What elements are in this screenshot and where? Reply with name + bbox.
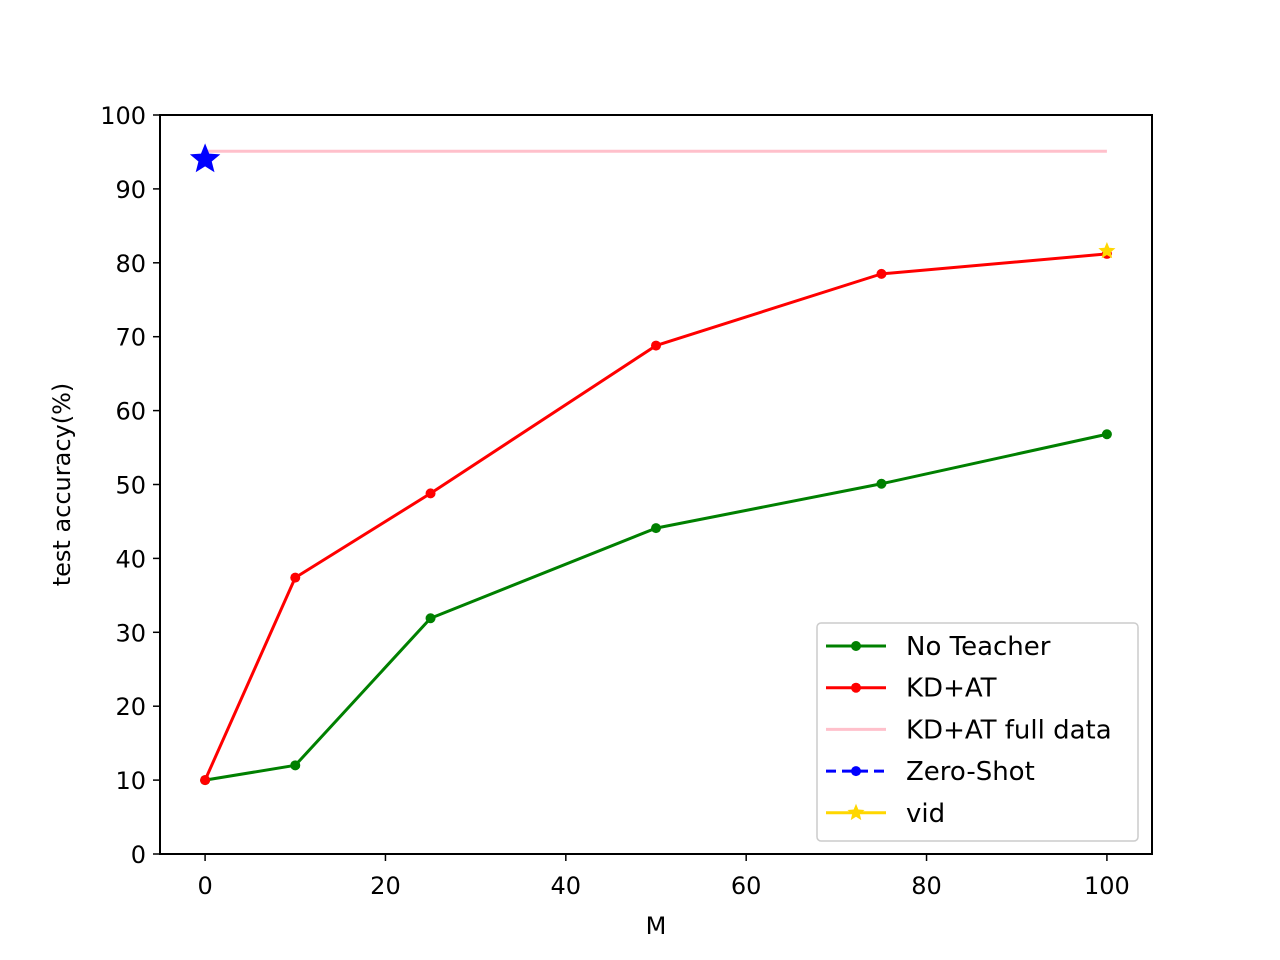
- data-point-kd-at: [290, 572, 301, 583]
- x-tick-label: 80: [911, 872, 942, 900]
- y-tick-label: 0: [131, 841, 146, 869]
- data-point-zero-shot: [189, 143, 221, 173]
- data-point-no-teacher: [651, 523, 661, 534]
- y-tick-label: 50: [115, 472, 146, 500]
- data-point-no-teacher: [876, 478, 887, 489]
- x-axis-label: M: [646, 912, 667, 940]
- data-point-kd-at: [876, 268, 887, 279]
- legend-marker-kd-at: [851, 682, 861, 693]
- legend-marker-vid: [847, 803, 865, 821]
- legend-box: [816, 622, 1139, 842]
- data-point-kd-at: [651, 340, 661, 351]
- legend-marker-no-teacher: [851, 641, 861, 651]
- y-axis-label: test accuracy(%): [48, 383, 76, 587]
- y-tick-label: 60: [115, 398, 146, 426]
- y-tick-label: 10: [115, 767, 146, 795]
- data-point-vid: [1098, 241, 1116, 259]
- data-point-no-teacher: [425, 613, 436, 624]
- axes: 0 20 40 60 80 100 0 10 20 30 40 50 60 70 80 90 100: [100, 102, 1153, 900]
- series-line-kd-at: [203, 252, 1108, 781]
- y-tick-label: 80: [115, 250, 146, 278]
- x-tick-label: 0: [197, 872, 212, 900]
- series-line-no-teacher: [204, 432, 1108, 782]
- legend-marker-zero-shot: [851, 766, 861, 777]
- legend: No Teacher KD+AT KD+AT full data Zero-Shot v…: [816, 622, 1139, 842]
- x-tick-label: 100: [1084, 872, 1130, 900]
- y-tick-label: 100: [100, 102, 146, 130]
- data-point-no-teacher: [290, 760, 301, 771]
- data-point-no-teacher: [1101, 429, 1112, 440]
- legend-label-vid: vid: [906, 799, 945, 829]
- series-vid: [1098, 241, 1116, 259]
- y-tick-label: 70: [115, 324, 146, 352]
- series-zero-shot: [189, 143, 221, 173]
- x-tick-label: 40: [551, 872, 582, 900]
- data-point-kd-at: [425, 488, 436, 499]
- legend-label-kd-at-full-data: KD+AT full data: [906, 715, 1112, 745]
- plot-content: [189, 143, 1116, 786]
- legend-label-no-teacher: No Teacher: [906, 632, 1051, 662]
- y-tick-label: 90: [115, 176, 146, 204]
- y-tick-label: 40: [115, 545, 146, 573]
- y-tick-label: 20: [115, 693, 146, 721]
- y-tick-label: 30: [115, 619, 146, 647]
- legend-label-zero-shot: Zero-Shot: [906, 757, 1035, 787]
- x-tick-label: 60: [731, 872, 762, 900]
- x-tick-label: 20: [370, 872, 401, 900]
- legend-label-kd-at: KD+AT: [906, 674, 997, 704]
- data-point-kd-at: [200, 775, 211, 786]
